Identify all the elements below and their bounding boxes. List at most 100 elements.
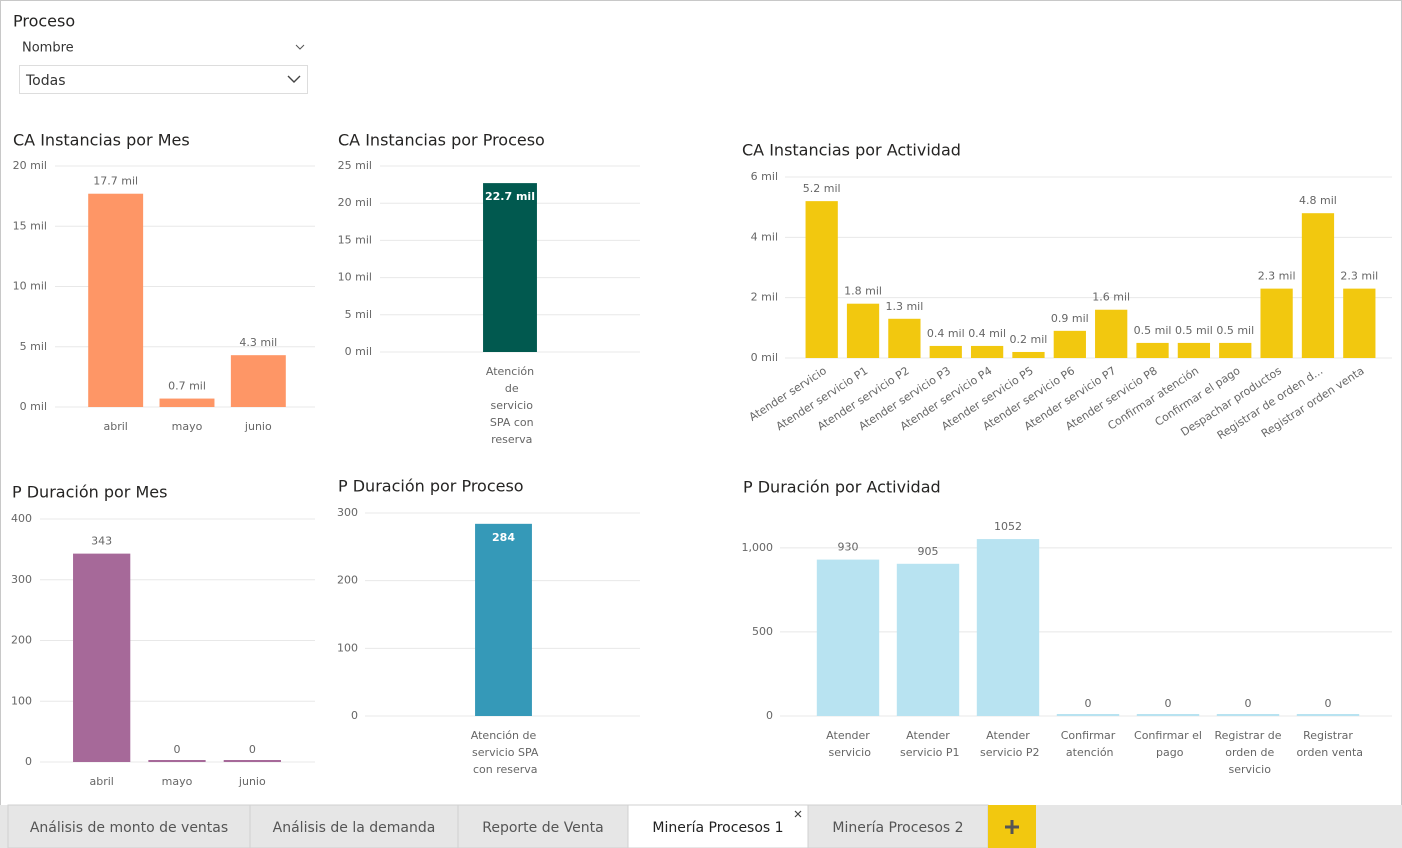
data-label: 0.5 mil xyxy=(1175,324,1213,337)
y-tick-label: 200 xyxy=(337,574,358,587)
plus-icon[interactable] xyxy=(1005,820,1019,834)
bar xyxy=(1219,342,1252,358)
x-tick-label: Atender servicio P1 xyxy=(896,729,959,759)
x-tick-label: Registrar orden venta xyxy=(1293,729,1363,759)
bar xyxy=(896,563,960,716)
tab-label[interactable]: Minería Procesos 1 xyxy=(652,820,783,836)
bar xyxy=(846,303,880,358)
data-label: 0 xyxy=(249,743,256,756)
data-label: 0.5 mil xyxy=(1216,324,1254,337)
data-label: 17.7 mil xyxy=(93,175,138,188)
tab[interactable] xyxy=(7,804,251,848)
x-tick-label: Atender servicio P2 xyxy=(976,729,1039,759)
x-tick-label: Confirmar atención xyxy=(1061,729,1116,759)
bar xyxy=(230,355,286,407)
y-tick-label: 400 xyxy=(11,512,32,525)
close-icon[interactable] xyxy=(794,810,802,818)
chart-title: CA Instancias por Proceso xyxy=(338,131,545,150)
chevron[interactable] xyxy=(287,75,301,83)
y-tick-label: 0 xyxy=(766,709,773,722)
data-label: 0 xyxy=(1325,697,1332,710)
filter-title: Proceso xyxy=(13,12,75,31)
tab-label[interactable]: Análisis de la demanda xyxy=(273,820,436,836)
bar xyxy=(1343,288,1376,358)
x-tick-label: abril xyxy=(89,775,113,788)
y-tick-label: 200 xyxy=(11,634,32,647)
data-label: 4.3 mil xyxy=(239,336,277,349)
bar xyxy=(1296,714,1360,716)
data-label: 930 xyxy=(838,541,859,554)
bar xyxy=(970,345,1004,358)
x-tick-label: junio xyxy=(238,775,266,788)
y-tick-label: 10 mil xyxy=(338,271,372,284)
filter-field[interactable]: Nombre xyxy=(22,41,74,56)
bar xyxy=(475,523,532,716)
y-tick-label: 100 xyxy=(337,641,358,654)
y-tick-label: 4 mil xyxy=(751,230,778,243)
tab-label[interactable]: Minería Procesos 2 xyxy=(832,820,963,836)
bar xyxy=(816,559,880,716)
data-label: 4.8 mil xyxy=(1299,194,1337,207)
bar xyxy=(1012,351,1045,358)
y-tick-label: 1,000 xyxy=(742,541,774,554)
bar xyxy=(1095,309,1128,358)
x-tick-label: Confirmar el pago xyxy=(1134,729,1202,759)
y-tick-label: 15 mil xyxy=(338,233,372,246)
bar xyxy=(73,553,131,762)
data-label: 0.7 mil xyxy=(168,380,206,393)
x-tick-label: Atención de servicio SPA con reserva xyxy=(486,365,534,446)
chevron[interactable] xyxy=(295,44,305,50)
dropdown-value[interactable]: Todas xyxy=(25,73,66,89)
tab-label[interactable]: Análisis de monto de ventas xyxy=(30,820,228,836)
bar xyxy=(88,193,144,407)
bar xyxy=(483,183,537,352)
bar xyxy=(1053,330,1086,358)
tab-label[interactable]: Reporte de Venta xyxy=(482,820,603,836)
data-label: 1.6 mil xyxy=(1092,291,1130,304)
bar xyxy=(976,539,1040,716)
data-label: 2.3 mil xyxy=(1258,270,1296,283)
data-label: 343 xyxy=(91,535,112,548)
bar xyxy=(1216,714,1280,716)
data-label: 1.8 mil xyxy=(844,285,882,298)
data-label: 0.9 mil xyxy=(1051,312,1089,325)
y-tick-label: 0 mil xyxy=(345,345,372,358)
bar xyxy=(1177,342,1211,358)
y-tick-label: 0 mil xyxy=(20,400,47,413)
y-tick-label: 6 mil xyxy=(751,170,778,183)
y-tick-label: 500 xyxy=(752,625,773,638)
bar xyxy=(223,760,281,762)
data-label: 0.4 mil xyxy=(927,327,965,340)
y-tick-label: 300 xyxy=(11,573,32,586)
chart-title: P Duración por Mes xyxy=(12,483,167,502)
data-label: 2.3 mil xyxy=(1340,270,1378,283)
x-tick-label: mayo xyxy=(172,420,203,433)
bar xyxy=(1136,714,1200,716)
data-label: 5.2 mil xyxy=(803,182,841,195)
bar xyxy=(805,201,838,358)
x-tick-label: junio xyxy=(244,420,272,433)
bar xyxy=(1260,288,1293,358)
tab[interactable] xyxy=(249,804,459,848)
x-tick-label: abril xyxy=(103,420,127,433)
y-tick-label: 0 mil xyxy=(751,351,778,364)
chart-title: CA Instancias por Mes xyxy=(13,131,190,150)
chart-title: CA Instancias por Actividad xyxy=(742,141,961,160)
bar xyxy=(929,345,962,358)
y-tick-label: 20 mil xyxy=(338,196,372,209)
data-label: 0.4 mil xyxy=(968,327,1006,340)
tab[interactable] xyxy=(807,804,989,848)
x-tick-label: Atender servicio xyxy=(825,729,871,759)
bar xyxy=(1056,714,1120,716)
data-label: 0 xyxy=(1245,697,1252,710)
y-tick-label: 5 mil xyxy=(20,340,47,353)
bar xyxy=(888,318,921,358)
y-tick-label: 20 mil xyxy=(13,159,47,172)
bar xyxy=(1301,213,1335,358)
dropdown[interactable] xyxy=(19,65,308,94)
x-tick-label: mayo xyxy=(162,775,193,788)
bar xyxy=(1136,342,1169,358)
data-label: 0 xyxy=(1165,697,1172,710)
